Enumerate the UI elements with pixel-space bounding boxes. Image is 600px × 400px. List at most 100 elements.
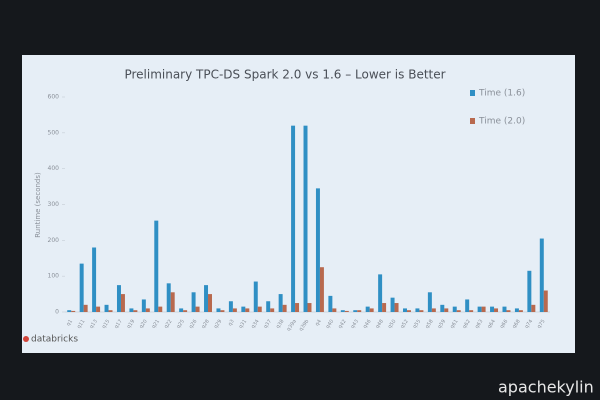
x-tick-label: q20 xyxy=(138,319,148,330)
bar xyxy=(415,308,420,312)
x-tick-label: q26 xyxy=(188,319,198,330)
x-tick-label: q1 xyxy=(66,319,75,328)
bar xyxy=(506,310,511,312)
legend-swatch xyxy=(470,90,475,96)
bar xyxy=(120,294,125,312)
x-tick-label: q55 xyxy=(412,319,422,330)
bar xyxy=(154,220,159,312)
bar xyxy=(543,290,548,312)
bar xyxy=(166,283,171,312)
bar xyxy=(403,308,407,312)
x-tick-label: q17 xyxy=(113,319,123,330)
bar xyxy=(490,306,495,312)
logo: databricks xyxy=(31,335,78,345)
bar xyxy=(257,306,262,312)
y-axis-label: Runtime (seconds) xyxy=(34,172,42,238)
bar xyxy=(270,308,275,312)
bar xyxy=(319,267,324,312)
bar xyxy=(378,274,383,312)
x-tick-label: q15 xyxy=(101,319,111,330)
x-tick-label: q4 xyxy=(314,319,323,328)
bar xyxy=(108,310,113,312)
watermark: apachekylin xyxy=(498,378,594,397)
legend-label: Time (1.6) xyxy=(478,89,525,99)
bar xyxy=(394,303,399,312)
bar xyxy=(71,310,76,312)
bar xyxy=(158,306,163,312)
bar xyxy=(382,303,387,312)
x-tick-label: q29 xyxy=(213,319,223,330)
x-tick-label: q43 xyxy=(350,319,360,330)
bar xyxy=(539,238,544,312)
bar xyxy=(427,292,432,312)
x-tick-label: q22 xyxy=(163,319,173,330)
x-tick-label: q61 xyxy=(449,319,459,330)
x-tick-label: q62 xyxy=(462,319,472,330)
x-tick-label: q40 xyxy=(325,319,335,330)
x-tick-label: q25 xyxy=(176,319,186,330)
bar xyxy=(481,306,486,312)
bar xyxy=(456,310,461,312)
y-tick-label: 100 xyxy=(48,273,60,280)
bar xyxy=(502,306,507,312)
bar xyxy=(228,301,233,312)
legend-swatch xyxy=(470,118,475,124)
bar xyxy=(295,303,300,312)
x-tick-label: q48 xyxy=(375,319,385,330)
bar xyxy=(340,310,345,312)
x-tick-label: q63 xyxy=(474,319,484,330)
x-tick-label: q28 xyxy=(200,319,210,330)
bar xyxy=(419,310,424,312)
bar xyxy=(253,281,258,312)
bar xyxy=(104,304,109,312)
bar xyxy=(216,308,221,312)
bar xyxy=(332,308,337,312)
bar xyxy=(518,310,523,312)
y-tick-label: 600 xyxy=(48,94,60,101)
bar xyxy=(179,308,184,312)
bar xyxy=(92,247,97,312)
bar xyxy=(195,306,200,312)
x-tick-label: q42 xyxy=(337,319,347,330)
bar xyxy=(369,308,374,312)
x-tick-label: q11 xyxy=(76,319,86,330)
x-tick-label: q3 xyxy=(227,319,236,328)
bar xyxy=(452,306,457,312)
x-tick-label: q75 xyxy=(536,319,546,330)
y-tick-label: 300 xyxy=(48,201,60,208)
x-tick-label: q50 xyxy=(387,319,397,330)
x-tick-label: q52 xyxy=(399,319,409,330)
bar xyxy=(170,292,175,312)
bar xyxy=(129,308,134,312)
x-tick-label: q58 xyxy=(424,319,434,330)
bar xyxy=(245,308,250,312)
bar xyxy=(344,310,349,312)
bar xyxy=(232,308,237,312)
bar xyxy=(241,306,246,312)
bar xyxy=(116,285,121,312)
bar xyxy=(514,308,519,312)
logo-icon xyxy=(23,336,29,342)
bar xyxy=(469,310,474,312)
chart-title: Preliminary TPC-DS Spark 2.0 vs 1.6 – Lo… xyxy=(124,68,445,82)
bar xyxy=(133,310,138,312)
x-tick-label: q19 xyxy=(126,319,136,330)
bar xyxy=(357,310,362,312)
bar xyxy=(531,304,536,312)
bar xyxy=(390,297,395,312)
x-tick-label: q64 xyxy=(487,319,497,330)
bar xyxy=(365,306,370,312)
bar xyxy=(220,310,225,312)
bar xyxy=(527,270,532,312)
y-tick-label: 200 xyxy=(48,237,60,244)
bar xyxy=(431,308,436,312)
y-tick-label: 0 xyxy=(55,309,59,316)
bar xyxy=(494,308,499,312)
bar xyxy=(315,188,320,312)
x-tick-label: q68 xyxy=(511,319,521,330)
bar xyxy=(96,306,101,312)
x-tick-label: q13 xyxy=(89,319,99,330)
x-tick-label: q46 xyxy=(362,319,372,330)
bar xyxy=(79,263,84,312)
